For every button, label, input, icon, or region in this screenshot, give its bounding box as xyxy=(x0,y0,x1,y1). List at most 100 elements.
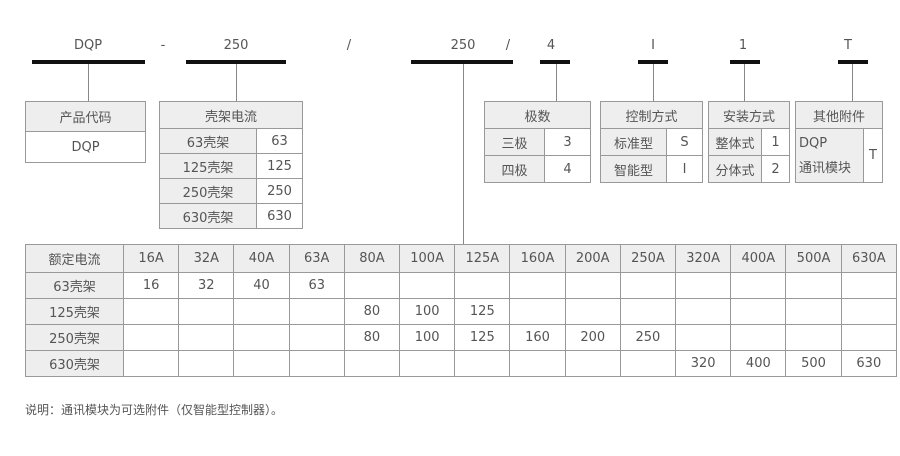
cell: 63 xyxy=(288,272,345,299)
cell: I xyxy=(666,155,703,183)
table-row: 125壳架 80 100 125 xyxy=(25,298,898,325)
code-control: I xyxy=(651,38,655,53)
cell: S xyxy=(666,128,703,156)
header: 壳架电流 xyxy=(159,101,303,129)
bar-install xyxy=(730,60,760,64)
header-cell: 320A xyxy=(675,244,732,273)
bar-control xyxy=(638,60,668,64)
cell xyxy=(564,350,621,377)
bar-product xyxy=(32,60,145,64)
cell xyxy=(730,272,787,299)
cell xyxy=(233,298,290,325)
cell: 1 xyxy=(761,128,790,156)
cell xyxy=(619,350,677,377)
cell xyxy=(399,272,456,299)
frame-current-table: 壳架电流 63壳架 63 125壳架 125 250壳架 250 630壳架 630 xyxy=(159,101,303,229)
cell: 125 xyxy=(454,298,511,325)
cell: 100 xyxy=(399,324,456,351)
cell xyxy=(288,350,345,377)
header-cell: 125A xyxy=(454,244,511,273)
cell: 125壳架 xyxy=(25,298,124,325)
code-rated: 250 xyxy=(450,38,476,53)
cell xyxy=(619,272,677,299)
bar-accessory xyxy=(838,60,868,64)
header-cell: 80A xyxy=(343,244,401,273)
cell xyxy=(288,298,345,325)
cell xyxy=(840,272,898,299)
cell xyxy=(675,324,732,351)
bar-frame xyxy=(186,60,286,64)
cell: 32 xyxy=(178,272,235,299)
cell xyxy=(619,298,677,325)
cell xyxy=(122,350,180,377)
code-accessory: T xyxy=(844,38,852,53)
cell: 4 xyxy=(544,155,591,183)
cell: 标准型 xyxy=(600,128,667,156)
connector xyxy=(556,64,557,101)
cell: 四极 xyxy=(484,155,545,183)
cell: 整体式 xyxy=(708,128,762,156)
note: 说明：通讯模块为可选附件（仅智能型控制器）。 xyxy=(25,403,284,417)
header-cell: 100A xyxy=(399,244,456,273)
code-dash: - xyxy=(160,38,166,53)
cell: 16 xyxy=(122,272,180,299)
cell: 250壳架 xyxy=(25,324,124,351)
cell: 63 xyxy=(256,128,303,154)
cell: 630壳架 xyxy=(159,203,257,229)
control-table: 控制方式 标准型 S 智能型 I xyxy=(600,101,703,183)
cell: 630 xyxy=(256,203,303,229)
cell xyxy=(509,272,566,299)
cell xyxy=(178,298,235,325)
header-cell: 400A xyxy=(730,244,787,273)
header-cell: 额定电流 xyxy=(25,244,124,273)
header-cell: 40A xyxy=(233,244,290,273)
cell xyxy=(785,324,842,351)
header-cell: 32A xyxy=(178,244,235,273)
cell: 63壳架 xyxy=(25,272,124,299)
cell: T xyxy=(863,128,883,183)
cell: 320 xyxy=(675,350,732,377)
header: 安装方式 xyxy=(708,101,790,129)
cell xyxy=(399,350,456,377)
cell xyxy=(509,298,566,325)
header: 控制方式 xyxy=(600,101,703,129)
cell xyxy=(178,324,235,351)
cell: 125 xyxy=(256,153,303,179)
cell xyxy=(840,324,898,351)
connector xyxy=(88,64,89,101)
cell xyxy=(840,298,898,325)
cell: 500 xyxy=(785,350,842,377)
poles-table: 极数 三极 3 四极 4 xyxy=(484,101,591,183)
cell: 630 xyxy=(840,350,898,377)
code-slash-2: / xyxy=(505,38,511,53)
accessory-label-line2: 通讯模块 xyxy=(799,160,852,176)
header-cell: 200A xyxy=(564,244,621,273)
header-cell: 500A xyxy=(785,244,842,273)
header-cell: 160A xyxy=(509,244,566,273)
code-install: 1 xyxy=(738,38,748,53)
header-cell: 63A xyxy=(288,244,345,273)
cell: 250壳架 xyxy=(159,178,257,204)
cell xyxy=(785,298,842,325)
cell: 250 xyxy=(256,178,303,204)
cell xyxy=(178,350,235,377)
code-frame: 250 xyxy=(223,38,249,53)
cell xyxy=(785,272,842,299)
cell xyxy=(564,298,621,325)
connector xyxy=(852,64,853,101)
cell xyxy=(122,324,180,351)
cell xyxy=(675,272,732,299)
cell: 200 xyxy=(564,324,621,351)
cell xyxy=(122,298,180,325)
cell: 2 xyxy=(761,155,790,183)
connector xyxy=(744,64,745,101)
table-row: 630壳架 320 400 500 630 xyxy=(25,350,898,377)
cell: 100 xyxy=(399,298,456,325)
cell: 63壳架 xyxy=(159,128,257,154)
connector xyxy=(236,64,237,101)
header-cell: 250A xyxy=(619,244,677,273)
cell: 400 xyxy=(730,350,787,377)
rated-current-table: 额定电流 16A 32A 40A 63A 80A 100A 125A 160A 200A 250A 3… xyxy=(25,244,898,377)
cell: 125 xyxy=(454,324,511,351)
